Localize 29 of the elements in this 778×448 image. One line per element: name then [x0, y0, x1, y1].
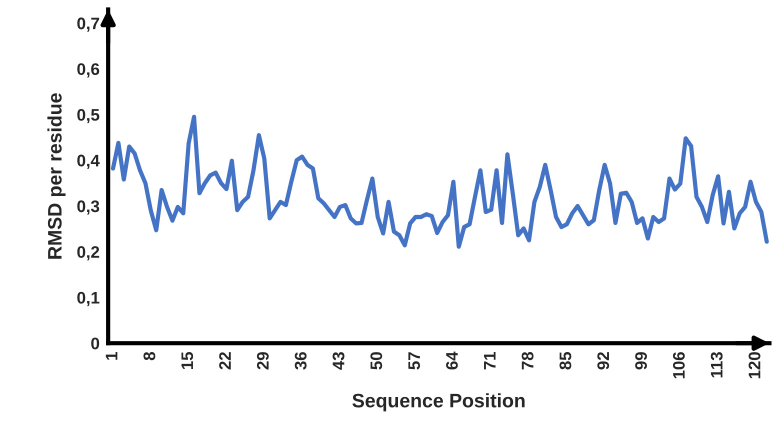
x-tick-label: 15 — [181, 352, 194, 369]
x-tick-label: 92 — [597, 352, 610, 370]
y-tick-label: 0,1 — [77, 292, 100, 306]
y-tick-label: 0,2 — [77, 246, 100, 260]
x-tick-label: 50 — [370, 352, 382, 370]
y-tick-label: 0,7 — [77, 18, 100, 32]
y-tick-label: 0,4 — [77, 154, 100, 169]
x-tick-label: 106 — [672, 352, 685, 378]
x-tick-label: 43 — [332, 352, 344, 370]
x-tick-label: 113 — [710, 352, 723, 378]
line-series — [110, 114, 769, 249]
x-axis-title: Sequence Position — [352, 393, 525, 412]
x-tick-label: 64 — [446, 352, 458, 370]
x-tick-label: 120 — [748, 352, 760, 378]
x-tick-label: 99 — [635, 352, 647, 370]
x-tick-label: 71 — [484, 352, 496, 370]
x-tick-label: 1 — [106, 352, 118, 360]
x-tick-label: 85 — [560, 352, 572, 370]
y-tick-label: 0,6 — [77, 63, 100, 78]
x-tick-label: 22 — [219, 352, 231, 370]
x-tick-label: 36 — [294, 352, 307, 370]
y-tick-label: 0,5 — [77, 108, 100, 124]
x-tick-label: 57 — [408, 352, 420, 370]
y-tick-label: 0,3 — [77, 200, 100, 215]
x-tick-label: 78 — [522, 352, 534, 370]
x-tick-label: 29 — [256, 352, 269, 370]
x-tick-label: 8 — [143, 352, 156, 360]
y-tick-label: 0 — [91, 338, 100, 350]
y-axis-title: RMSD per residue — [47, 93, 66, 259]
